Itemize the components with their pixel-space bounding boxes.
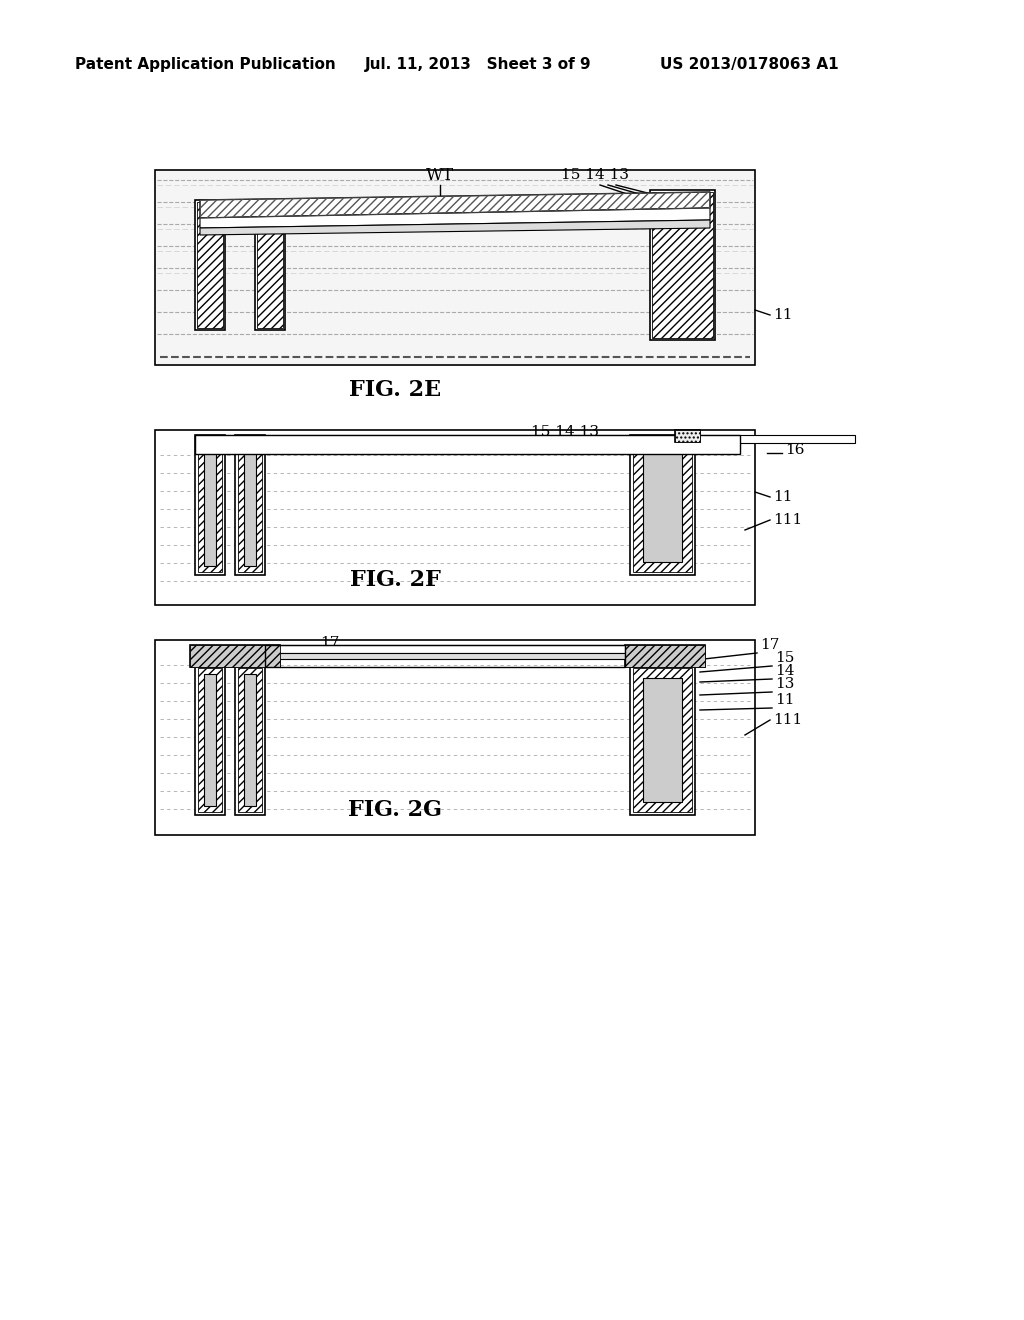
Bar: [675, 430, 700, 442]
Text: 111: 111: [773, 713, 802, 727]
Bar: [234, 665, 265, 814]
Bar: [198, 438, 222, 572]
Text: WT: WT: [426, 166, 454, 183]
Bar: [625, 645, 705, 667]
Bar: [633, 438, 692, 572]
Bar: [643, 678, 682, 803]
Text: 15 14 13: 15 14 13: [561, 168, 629, 182]
Bar: [630, 665, 695, 814]
Bar: [265, 653, 625, 659]
Bar: [197, 202, 223, 327]
Text: 14: 14: [775, 664, 795, 678]
Bar: [244, 675, 256, 807]
Bar: [190, 645, 280, 667]
Bar: [195, 436, 740, 454]
Bar: [198, 668, 222, 812]
Bar: [155, 430, 755, 605]
Bar: [204, 675, 216, 807]
Bar: [195, 436, 855, 444]
Bar: [195, 444, 740, 449]
Polygon shape: [200, 220, 710, 235]
Text: Jul. 11, 2013   Sheet 3 of 9: Jul. 11, 2013 Sheet 3 of 9: [365, 58, 592, 73]
Bar: [155, 170, 755, 366]
Bar: [195, 436, 225, 576]
Bar: [234, 436, 265, 576]
Bar: [625, 645, 705, 667]
Polygon shape: [200, 209, 710, 228]
Bar: [265, 645, 625, 667]
Bar: [203, 209, 217, 322]
Bar: [255, 201, 285, 330]
Bar: [643, 447, 682, 562]
Text: FIG. 2G: FIG. 2G: [348, 799, 442, 821]
Text: FIG. 2E: FIG. 2E: [349, 379, 441, 401]
Polygon shape: [200, 191, 710, 218]
Text: 11: 11: [773, 490, 793, 504]
Bar: [190, 645, 280, 667]
Bar: [265, 645, 625, 653]
Text: 16: 16: [785, 444, 805, 457]
Bar: [244, 444, 256, 566]
Bar: [675, 430, 700, 442]
Bar: [238, 668, 262, 812]
Bar: [664, 205, 701, 326]
Text: 11: 11: [773, 308, 793, 322]
Bar: [633, 668, 692, 812]
Bar: [257, 202, 283, 327]
Bar: [195, 436, 740, 444]
Text: 15 14 13: 15 14 13: [531, 425, 599, 440]
Text: 11: 11: [775, 693, 795, 708]
Text: FIG. 2F: FIG. 2F: [349, 569, 440, 591]
Bar: [195, 201, 225, 330]
Text: 17: 17: [760, 638, 779, 652]
Bar: [195, 665, 225, 814]
Bar: [650, 190, 715, 341]
Bar: [652, 191, 713, 338]
Bar: [238, 438, 262, 572]
Bar: [155, 640, 755, 836]
Bar: [630, 436, 695, 576]
Text: US 2013/0178063 A1: US 2013/0178063 A1: [660, 58, 839, 73]
Text: 15: 15: [775, 651, 795, 665]
Bar: [157, 432, 753, 603]
Text: 17: 17: [319, 636, 339, 649]
Bar: [204, 444, 216, 566]
Text: Patent Application Publication: Patent Application Publication: [75, 58, 336, 73]
Bar: [195, 444, 740, 449]
Text: 13: 13: [775, 677, 795, 690]
Text: 111: 111: [773, 513, 802, 527]
Bar: [263, 209, 278, 322]
